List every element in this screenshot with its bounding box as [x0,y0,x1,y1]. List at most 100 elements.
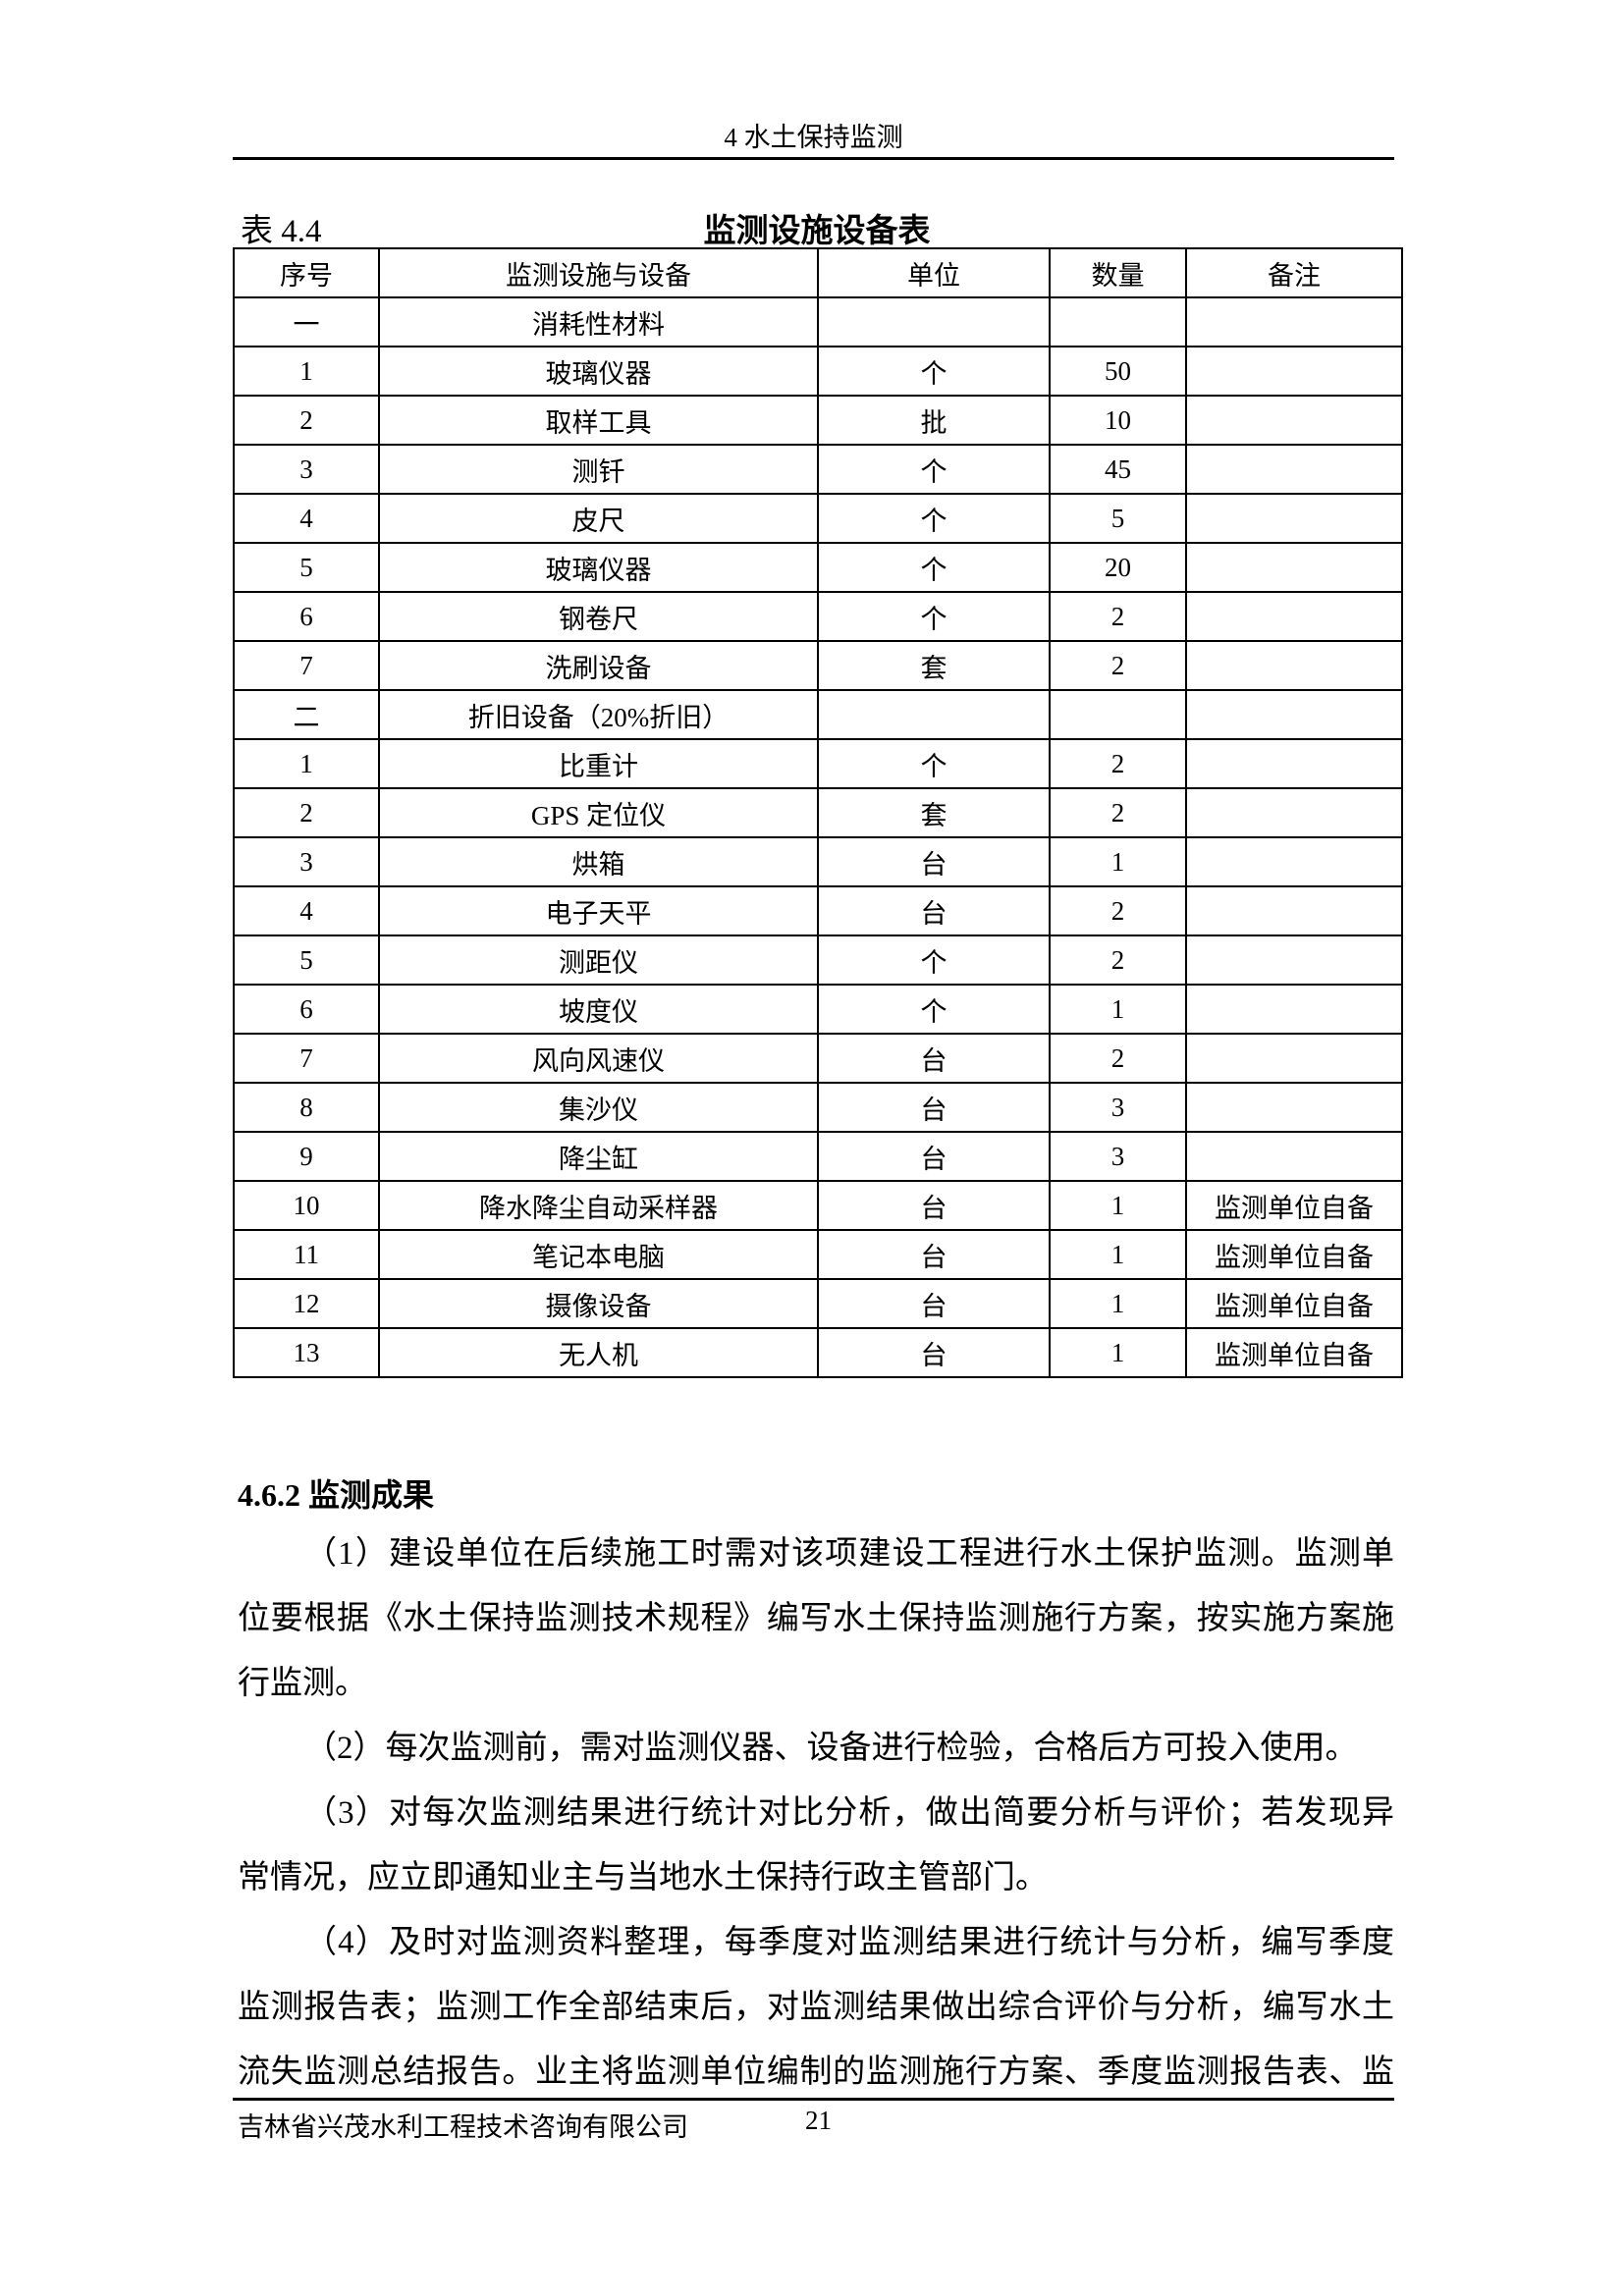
cell-quantity: 2 [1049,640,1187,691]
table-row: 4 电子天平台 2 [233,885,1403,936]
cell-index: 7 [233,1033,380,1084]
table-row: 6 坡度仪个 1 [233,984,1403,1035]
paragraph: （3）对每次监测结果进行统计对比分析，做出简要分析与评价；若发现异常情况，应立即… [238,1781,1394,1910]
table-row: 3 烘箱台 1 [233,836,1403,887]
cell-index: 4 [233,493,380,544]
cell-quantity: 1 [1049,1327,1187,1378]
cell-remark [1185,984,1403,1035]
equipment-table: 序号 监测设施与设备 单位 数量 备注 一消耗性材料 1 玻璃仪器个 50 2 取样工具批… [233,247,1403,1378]
cell-index: 3 [233,836,380,887]
cell-unit: 台 [817,1278,1051,1329]
table-row: 7 风向风速仪台 2 [233,1033,1403,1084]
paragraph: （1）建设单位在后续施工时需对该项建设工程进行水土保护监测。监测单 位要根据《水土… [238,1522,1394,1716]
table-row: 3 测钎个 45 [233,444,1403,495]
cell-quantity: 1 [1049,1278,1187,1329]
cell-unit: 个 [817,591,1051,642]
table-row: 12 摄像设备台 1 监测单位自备 [233,1278,1403,1329]
cell-index: 8 [233,1082,380,1133]
cell-index: 12 [233,1278,380,1329]
paragraph: （4）及时对监测资料整理，每季度对监测结果进行统计与分析，编写季度 监测报告表；监… [238,1910,1394,2105]
cell-item: 玻璃仪器 [378,346,819,397]
table-row: 11 笔记本电脑台 1 监测单位自备 [233,1229,1403,1280]
page-number: 21 [805,2106,832,2135]
cell-unit [817,689,1051,740]
cell-item: 集沙仪 [378,1082,819,1133]
cell-unit: 个 [817,346,1051,397]
text-line: 行监测。 [238,1666,367,1701]
cell-quantity [1049,296,1187,347]
cell-remark [1185,1131,1403,1182]
column-header: 数量 [1049,247,1187,298]
cell-index: 5 [233,542,380,593]
column-header: 序号 [233,247,380,298]
text-line: （3）对每次监测结果进行统计对比分析，做出简要分析与评价；若发现异 [304,1795,1394,1831]
cell-index: 1 [233,346,380,397]
cell-unit: 台 [817,1033,1051,1084]
table-title: 监测设施设备表 [703,214,931,249]
cell-item: 比重计 [378,738,819,789]
table-row: 1 玻璃仪器个 50 [233,346,1403,397]
cell-quantity: 2 [1049,1033,1187,1084]
cell-unit: 个 [817,738,1051,789]
table-row: 一消耗性材料 [233,296,1403,347]
cell-quantity: 1 [1049,1180,1187,1231]
cell-remark [1185,1033,1403,1084]
table-caption: 表 4.4 监测设施设备表 [233,204,1401,249]
cell-index: 5 [233,934,380,986]
cell-unit: 台 [817,836,1051,887]
cell-remark [1185,395,1403,446]
cell-index: 6 [233,591,380,642]
text-line: 常情况，应立即通知业主与当地水土保持行政主管部门。 [238,1860,1048,1896]
cell-quantity: 5 [1049,493,1187,544]
cell-item: 无人机 [378,1327,819,1378]
cell-item: 取样工具 [378,395,819,446]
cell-remark [1185,787,1403,838]
cell-remark [1185,640,1403,691]
cell-quantity: 1 [1049,1229,1187,1280]
cell-remark [1185,542,1403,593]
cell-remark [1185,738,1403,789]
cell-item: 烘箱 [378,836,819,887]
cell-index: 7 [233,640,380,691]
cell-quantity [1049,689,1187,740]
cell-remark [1185,444,1403,495]
cell-quantity: 10 [1049,395,1187,446]
cell-quantity: 2 [1049,787,1187,838]
table-row: 10 降水降尘自动采样器台 1 监测单位自备 [233,1180,1403,1231]
cell-remark [1185,689,1403,740]
cell-quantity: 50 [1049,346,1187,397]
text-line: 流失监测总结报告。业主将监测单位编制的监测施行方案、季度监测报告表、监 [238,2055,1394,2090]
cell-remark [1185,296,1403,347]
cell-unit: 个 [817,493,1051,544]
text-line: （4）及时对监测资料整理，每季度对监测结果进行统计与分析，编写季度 [304,1925,1394,1960]
cell-unit: 台 [817,885,1051,936]
cell-item: 测距仪 [378,934,819,986]
table-row: 6 钢卷尺个 2 [233,591,1403,642]
cell-item: 降尘缸 [378,1131,819,1182]
header-rule [233,157,1394,160]
cell-item: 降水降尘自动采样器 [378,1180,819,1231]
cell-unit: 台 [817,1327,1051,1378]
cell-unit: 个 [817,984,1051,1035]
cell-item: 摄像设备 [378,1278,819,1329]
cell-item: 洗刷设备 [378,640,819,691]
cell-quantity: 3 [1049,1131,1187,1182]
table-row: 2 取样工具批 10 [233,395,1403,446]
text-line: 位要根据《水土保持监测技术规程》编写水土保持监测施行方案，按实施方案施 [238,1601,1394,1636]
cell-index: 二 [233,689,380,740]
column-header: 监测设施与设备 [378,247,819,298]
cell-remark [1185,591,1403,642]
table-row: 二折旧设备（20%折旧） [233,689,1403,740]
table-row: 8 集沙仪台 3 [233,1082,1403,1133]
cell-unit: 台 [817,1229,1051,1280]
table-number: 表 4.4 [241,214,322,249]
cell-quantity: 45 [1049,444,1187,495]
footer-company: 吉林省兴茂水利工程技术咨询有限公司 [238,2112,688,2142]
cell-item: 钢卷尺 [378,591,819,642]
cell-quantity: 2 [1049,934,1187,986]
cell-unit: 批 [817,395,1051,446]
table-header-row: 序号 监测设施与设备 单位 数量 备注 [233,247,1403,298]
cell-unit: 台 [817,1131,1051,1182]
cell-index: 9 [233,1131,380,1182]
cell-index: 6 [233,984,380,1035]
